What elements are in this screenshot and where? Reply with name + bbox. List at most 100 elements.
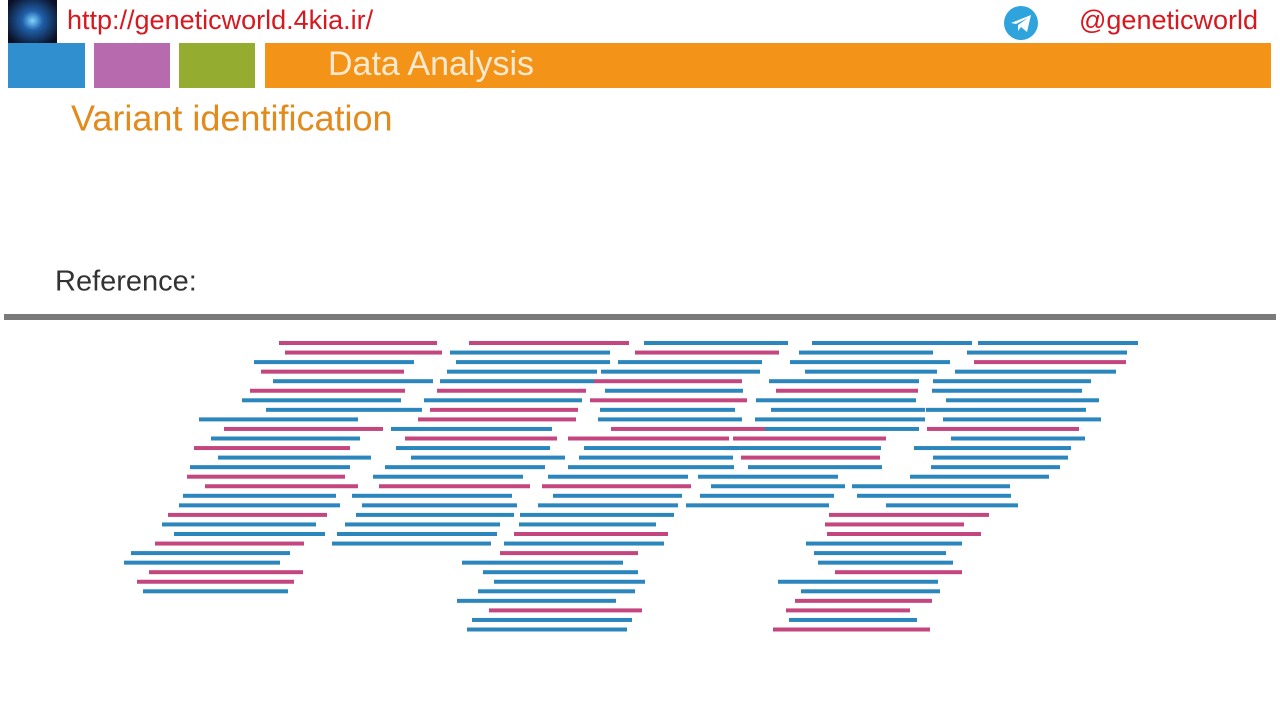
reference-line xyxy=(4,314,1276,320)
read xyxy=(829,512,989,517)
read xyxy=(519,522,656,527)
read xyxy=(801,589,940,594)
read xyxy=(199,417,358,422)
read xyxy=(424,398,582,403)
read xyxy=(385,465,545,470)
read xyxy=(700,493,834,498)
green-block xyxy=(179,43,255,88)
read xyxy=(857,493,1011,498)
read xyxy=(755,417,925,422)
read xyxy=(405,436,557,441)
read xyxy=(345,522,500,527)
read xyxy=(430,407,578,412)
read xyxy=(773,627,930,632)
read xyxy=(456,360,610,365)
read xyxy=(437,388,586,393)
read xyxy=(194,446,350,451)
read xyxy=(362,503,517,508)
logo xyxy=(8,0,57,46)
pink-block xyxy=(94,43,170,88)
read xyxy=(553,493,682,498)
read xyxy=(254,360,414,365)
read xyxy=(273,379,433,384)
read xyxy=(825,522,964,527)
read xyxy=(224,426,383,431)
read xyxy=(756,398,916,403)
read xyxy=(812,341,972,345)
read xyxy=(520,512,674,517)
read xyxy=(379,484,530,489)
read xyxy=(457,598,616,603)
read xyxy=(143,589,288,594)
read xyxy=(489,608,642,613)
section-title: Data Analysis xyxy=(328,45,534,83)
section-bar xyxy=(265,43,1271,88)
read xyxy=(242,398,401,403)
read xyxy=(124,560,280,565)
read xyxy=(926,407,1086,412)
read xyxy=(279,341,437,345)
read xyxy=(644,341,788,345)
site-url[interactable]: http://geneticworld.4kia.ir/ xyxy=(67,5,374,35)
read xyxy=(205,484,358,489)
read xyxy=(168,512,327,517)
read xyxy=(542,484,691,489)
read xyxy=(411,455,565,460)
read xyxy=(818,560,953,565)
read xyxy=(590,398,747,403)
read xyxy=(946,398,1099,403)
read xyxy=(137,579,294,584)
read xyxy=(504,541,664,546)
read xyxy=(618,360,762,365)
read xyxy=(932,388,1082,393)
read xyxy=(611,426,767,431)
read xyxy=(162,522,316,527)
read xyxy=(373,474,523,479)
read xyxy=(789,617,917,622)
read xyxy=(835,570,962,575)
read xyxy=(211,436,360,441)
read xyxy=(450,350,610,355)
read xyxy=(771,407,925,412)
read xyxy=(711,484,845,489)
read xyxy=(285,350,442,355)
channel-handle[interactable]: @geneticworld xyxy=(1079,5,1258,35)
read xyxy=(391,426,552,431)
read xyxy=(250,388,405,393)
read xyxy=(467,627,627,632)
read xyxy=(910,474,1049,479)
read xyxy=(418,417,576,422)
read xyxy=(548,474,688,479)
read xyxy=(814,551,946,556)
read xyxy=(174,532,325,536)
read xyxy=(927,426,1079,431)
read xyxy=(741,455,880,460)
blue-block xyxy=(8,43,85,88)
read xyxy=(943,417,1101,422)
read xyxy=(190,465,350,470)
read xyxy=(776,388,918,393)
read xyxy=(579,455,733,460)
read xyxy=(601,369,760,374)
read xyxy=(786,608,910,613)
read xyxy=(600,407,735,412)
read xyxy=(598,417,742,422)
read xyxy=(852,484,1010,489)
telegram-plane xyxy=(1011,15,1031,32)
read xyxy=(635,350,779,355)
read xyxy=(594,379,742,384)
read xyxy=(179,503,340,508)
read xyxy=(568,436,729,441)
read xyxy=(806,541,962,546)
read xyxy=(261,369,404,374)
slide-title: Variant identification xyxy=(71,98,393,139)
read xyxy=(827,532,981,536)
read xyxy=(149,570,303,575)
read xyxy=(951,436,1085,441)
read xyxy=(500,551,638,556)
read xyxy=(332,541,491,546)
read xyxy=(478,589,635,594)
read xyxy=(494,579,645,584)
